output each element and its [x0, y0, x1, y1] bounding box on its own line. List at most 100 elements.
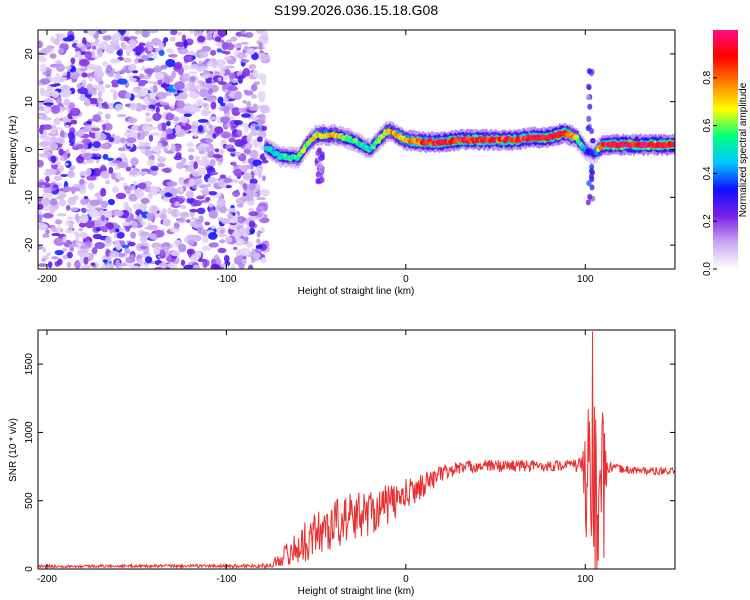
- noise-blob: [125, 137, 137, 144]
- noise-blob: [231, 134, 240, 138]
- noise-blob: [217, 30, 227, 37]
- noise-blob: [147, 46, 153, 52]
- noise-blob: [174, 61, 183, 70]
- noise-blob: [227, 85, 239, 92]
- noise-blob: [46, 45, 55, 49]
- noise-blob: [81, 79, 87, 88]
- noise-blob: [227, 215, 233, 220]
- noise-blob: [105, 222, 114, 230]
- noise-blob: [51, 256, 59, 260]
- noise-blob: [158, 262, 168, 267]
- noise-blob: [127, 36, 138, 40]
- noise-blob: [254, 125, 260, 131]
- noise-blob: [54, 219, 63, 225]
- noise-blob: [185, 190, 194, 199]
- noise-blob: [208, 210, 219, 219]
- noise-blob: [130, 231, 137, 239]
- noise-blob: [154, 229, 165, 238]
- noise-blob: [169, 243, 174, 249]
- noise-blob: [88, 76, 94, 82]
- noise-blob: [260, 257, 267, 264]
- noise-blob: [139, 73, 144, 80]
- noise-blob: [130, 263, 135, 269]
- noise-blob: [115, 259, 120, 269]
- noise-blob: [180, 77, 191, 82]
- noise-blob: [80, 45, 88, 52]
- noise-blob: [170, 143, 176, 153]
- noise-blob: [100, 30, 108, 34]
- noise-blob: [78, 227, 84, 232]
- noise-blob: [225, 236, 233, 243]
- noise-blob: [68, 131, 75, 141]
- noise-blob: [102, 101, 108, 109]
- noise-blob: [242, 183, 248, 191]
- noise-blob: [161, 122, 167, 132]
- noise-blob: [127, 263, 132, 267]
- noise-blob: [51, 233, 61, 237]
- noise-blob: [42, 212, 54, 219]
- noise-blob: [86, 64, 97, 71]
- noise-blob: [208, 87, 213, 95]
- noise-blob: [43, 106, 51, 114]
- noise-blob: [233, 119, 243, 126]
- noise-blob: [112, 186, 119, 193]
- noise-blob: [159, 213, 167, 220]
- noise-blob: [59, 129, 65, 139]
- noise-blob: [110, 58, 120, 64]
- spike-blob: [585, 94, 591, 101]
- noise-blob: [218, 239, 226, 244]
- spike-blob: [585, 199, 591, 206]
- noise-blob: [112, 92, 118, 101]
- noise-blob: [90, 127, 101, 132]
- noise-blob: [168, 188, 179, 195]
- noise-blob: [74, 51, 81, 55]
- x-tick-label: 100: [577, 574, 594, 585]
- noise-blob: [208, 191, 218, 196]
- noise-blob: [217, 216, 225, 222]
- noise-blob: [51, 76, 61, 84]
- noise-blob: [232, 190, 241, 197]
- noise-blob: [131, 220, 138, 229]
- noise-blob: [68, 244, 78, 248]
- noise-blob: [242, 232, 248, 238]
- noise-blob: [249, 227, 255, 235]
- noise-blob: [230, 36, 238, 42]
- noise-blob: [128, 63, 137, 72]
- spike-blob: [586, 84, 592, 91]
- y-tick-label: 0: [24, 146, 35, 152]
- noise-blob: [125, 52, 131, 56]
- spectrogram-ylabel: Frequency (Hz): [8, 116, 19, 185]
- spike-blob: [586, 180, 592, 187]
- noise-blob: [135, 189, 145, 199]
- noise-blob: [45, 176, 50, 183]
- noise-blob: [202, 186, 209, 192]
- ridge-cell: [672, 141, 675, 147]
- noise-blob: [79, 198, 88, 206]
- noise-blob: [155, 106, 160, 114]
- noise-blob: [194, 84, 204, 90]
- noise-blob: [197, 167, 207, 176]
- noise-blob: [252, 69, 259, 78]
- noise-blob: [165, 112, 174, 121]
- noise-blob: [163, 37, 169, 43]
- noise-blob: [80, 264, 92, 269]
- noise-blob: [244, 31, 254, 39]
- noise-blob: [39, 63, 47, 73]
- noise-blob: [38, 203, 44, 210]
- snr-series-line: [38, 331, 675, 569]
- noise-blob: [187, 147, 195, 153]
- noise-blob: [49, 197, 58, 206]
- noise-blob: [256, 205, 265, 210]
- noise-blob: [113, 31, 122, 41]
- noise-blob: [47, 261, 53, 269]
- noise-blob: [67, 34, 75, 41]
- noise-blob: [172, 116, 180, 122]
- noise-blob: [62, 254, 68, 260]
- noise-blob: [87, 30, 96, 36]
- noise-blob: [154, 266, 163, 269]
- noise-blob: [62, 186, 73, 192]
- noise-blob: [154, 72, 165, 81]
- noise-blob: [79, 59, 90, 67]
- noise-blob: [109, 39, 120, 47]
